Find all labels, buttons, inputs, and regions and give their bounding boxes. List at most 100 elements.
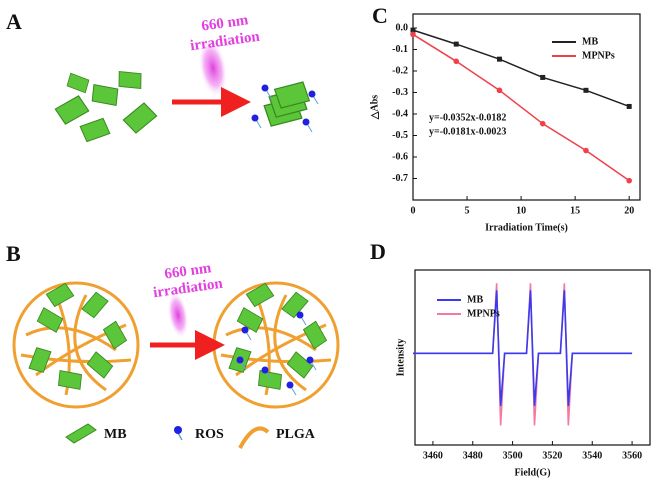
mb-sheet xyxy=(28,347,52,373)
mb-sheet xyxy=(66,72,90,94)
marker xyxy=(583,87,589,93)
y-tick-label: 0.0 xyxy=(396,22,409,33)
y-axis-label: △Abs xyxy=(369,95,380,120)
plga-icon xyxy=(238,426,270,449)
x-tick-label: 0 xyxy=(411,205,416,216)
mb-sheet xyxy=(102,320,128,350)
ros xyxy=(261,366,269,374)
ros xyxy=(251,114,259,122)
light-beam xyxy=(198,38,228,98)
y-tick-label: -0.1 xyxy=(392,44,408,55)
x-tick-label: 15 xyxy=(570,205,580,216)
ros-icon xyxy=(174,426,182,434)
y-tick-label: -0.7 xyxy=(392,173,408,184)
irradiation-label: 660 nm xyxy=(200,12,249,34)
marker xyxy=(496,56,502,62)
marker xyxy=(410,27,416,33)
panel-letter: B xyxy=(6,241,21,266)
nanoparticle xyxy=(12,281,140,409)
legend-label: MPNPs xyxy=(467,308,500,319)
series-line xyxy=(413,290,633,406)
y-tick-label: -0.5 xyxy=(392,130,408,141)
plga-fiber xyxy=(20,353,132,364)
marker xyxy=(453,58,460,65)
panel-letter: A xyxy=(6,9,22,34)
x-tick-label: 20 xyxy=(624,205,634,216)
x-tick-label: 3500 xyxy=(503,450,523,461)
ros xyxy=(308,90,316,98)
x-tick-label: 10 xyxy=(516,205,526,216)
marker xyxy=(583,147,589,154)
ros xyxy=(302,118,310,126)
plga-fiber xyxy=(273,294,307,392)
mb-sheet xyxy=(54,95,90,125)
mb-sheet xyxy=(86,351,114,379)
x-tick-label: 3560 xyxy=(622,450,642,461)
ros xyxy=(296,311,304,319)
x-tick-label: 3480 xyxy=(463,450,483,461)
y-tick-label: -0.2 xyxy=(392,65,408,76)
x-axis-label: Field(G) xyxy=(514,467,550,478)
light-beam xyxy=(167,291,189,339)
ros xyxy=(306,356,314,364)
marker xyxy=(626,177,632,184)
x-tick-label: 3520 xyxy=(542,450,562,461)
mb-sheet xyxy=(57,370,83,390)
x-tick-label: 3540 xyxy=(582,450,602,461)
ros xyxy=(241,326,249,334)
mb-sheet xyxy=(245,282,275,308)
mb-sheet xyxy=(45,282,75,308)
mb-sheet xyxy=(36,307,64,333)
series-line xyxy=(412,29,630,108)
mb-sheet xyxy=(79,117,111,143)
series-line xyxy=(412,33,630,182)
mb-sheet xyxy=(91,83,119,107)
y-tick-label: -0.4 xyxy=(392,108,408,119)
plga-fiber xyxy=(73,294,107,392)
plga-fiber xyxy=(225,326,317,352)
y-axis-label: Intensity xyxy=(395,339,406,377)
legend-label: MB xyxy=(582,36,598,47)
marker xyxy=(626,103,632,109)
ros xyxy=(236,356,244,364)
x-axis-label: Irradiation Time(s) xyxy=(485,222,568,233)
ros-icon xyxy=(177,432,183,441)
annotation: y=-0.0181x-0.0023 xyxy=(429,126,506,137)
plot-frame xyxy=(414,269,651,446)
irradiation-label: irradiation xyxy=(189,29,261,55)
mb-sheet xyxy=(273,81,311,109)
legend-label: MB xyxy=(467,294,483,305)
irradiation-label: irradiation xyxy=(152,276,224,302)
plot-frame xyxy=(412,13,641,201)
mb-sheet xyxy=(257,370,283,390)
ros xyxy=(286,381,294,389)
plga-fiber xyxy=(220,353,332,364)
marker xyxy=(540,74,546,80)
mb-sheet xyxy=(122,102,158,134)
panel-letter: D xyxy=(370,239,386,264)
x-tick-label: 3460 xyxy=(423,450,443,461)
mb-sheet xyxy=(302,320,328,350)
marker xyxy=(453,41,459,47)
legend-label: PLGA xyxy=(276,427,316,442)
y-tick-label: -0.6 xyxy=(392,151,408,162)
y-tick-label: -0.3 xyxy=(392,87,408,98)
series-line xyxy=(413,283,633,426)
panel-letter: C xyxy=(372,3,388,28)
legend-label: ROS xyxy=(195,427,224,442)
irradiation-label: 660 nm xyxy=(163,260,212,282)
legend-label: MB xyxy=(104,427,127,442)
ros xyxy=(261,84,269,92)
mb-sheet xyxy=(236,307,264,333)
legend-label: MPNPs xyxy=(582,50,615,61)
x-tick-label: 5 xyxy=(465,205,470,216)
plga-fiber xyxy=(25,326,117,352)
marker xyxy=(496,87,503,94)
marker xyxy=(539,120,546,127)
mb-sheet xyxy=(281,291,309,319)
mb-sheet xyxy=(81,291,109,319)
annotation: y=-0.0352x-0.0182 xyxy=(429,112,506,123)
mb-icon xyxy=(65,423,97,444)
mb-sheet xyxy=(118,71,142,89)
